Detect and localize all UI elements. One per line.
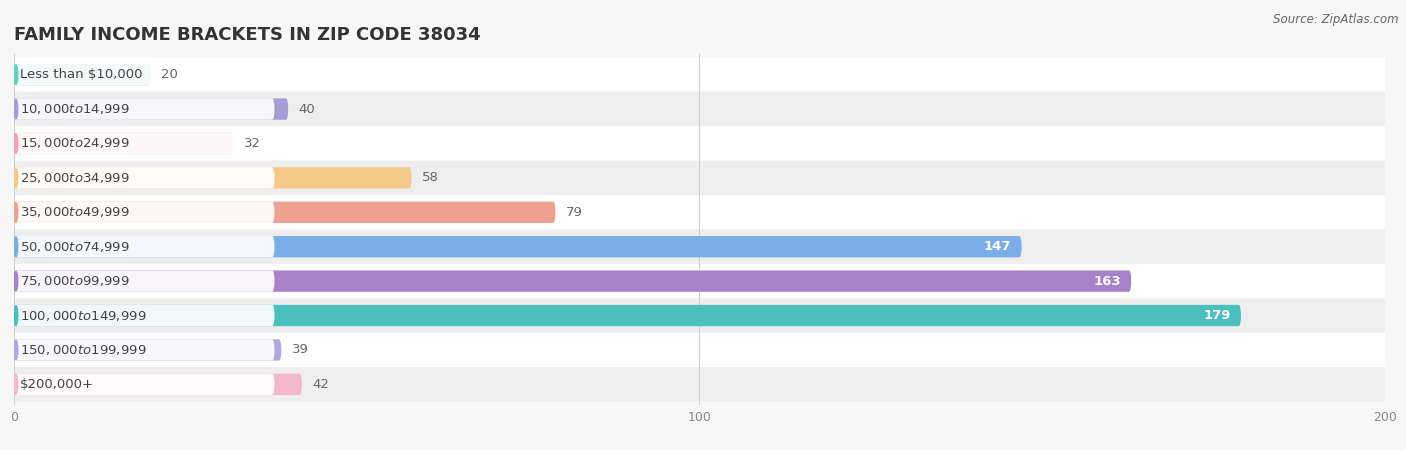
FancyBboxPatch shape (14, 305, 1241, 326)
Text: 147: 147 (984, 240, 1011, 253)
Text: $150,000 to $199,999: $150,000 to $199,999 (20, 343, 146, 357)
FancyBboxPatch shape (14, 64, 152, 86)
FancyBboxPatch shape (14, 298, 1385, 333)
FancyBboxPatch shape (14, 99, 274, 120)
Text: 163: 163 (1094, 274, 1121, 288)
Text: Source: ZipAtlas.com: Source: ZipAtlas.com (1274, 14, 1399, 27)
Text: 42: 42 (312, 378, 329, 391)
FancyBboxPatch shape (14, 270, 274, 292)
Text: $75,000 to $99,999: $75,000 to $99,999 (20, 274, 129, 288)
Circle shape (14, 202, 18, 222)
FancyBboxPatch shape (14, 374, 302, 395)
FancyBboxPatch shape (14, 339, 281, 360)
Text: 39: 39 (291, 343, 308, 356)
FancyBboxPatch shape (14, 202, 555, 223)
FancyBboxPatch shape (14, 133, 274, 154)
Text: Less than $10,000: Less than $10,000 (20, 68, 142, 81)
FancyBboxPatch shape (14, 161, 1385, 195)
FancyBboxPatch shape (14, 367, 1385, 401)
FancyBboxPatch shape (14, 99, 288, 120)
Text: 179: 179 (1204, 309, 1230, 322)
FancyBboxPatch shape (14, 236, 274, 257)
Circle shape (14, 374, 18, 394)
Text: $25,000 to $34,999: $25,000 to $34,999 (20, 171, 129, 185)
FancyBboxPatch shape (14, 133, 233, 154)
Circle shape (14, 168, 18, 188)
Circle shape (14, 65, 18, 85)
FancyBboxPatch shape (14, 264, 1385, 298)
FancyBboxPatch shape (14, 236, 1022, 257)
FancyBboxPatch shape (14, 339, 274, 360)
Text: $35,000 to $49,999: $35,000 to $49,999 (20, 205, 129, 219)
Text: 58: 58 (422, 171, 439, 184)
FancyBboxPatch shape (14, 305, 274, 326)
FancyBboxPatch shape (14, 333, 1385, 367)
FancyBboxPatch shape (14, 230, 1385, 264)
Text: 79: 79 (565, 206, 582, 219)
Text: $10,000 to $14,999: $10,000 to $14,999 (20, 102, 129, 116)
FancyBboxPatch shape (14, 167, 274, 189)
Text: $50,000 to $74,999: $50,000 to $74,999 (20, 240, 129, 254)
FancyBboxPatch shape (14, 58, 1385, 92)
Circle shape (14, 271, 18, 291)
Text: $200,000+: $200,000+ (20, 378, 94, 391)
Circle shape (14, 340, 18, 360)
Text: 32: 32 (243, 137, 260, 150)
Circle shape (14, 237, 18, 256)
FancyBboxPatch shape (14, 195, 1385, 230)
FancyBboxPatch shape (14, 374, 274, 395)
FancyBboxPatch shape (14, 167, 412, 189)
Text: $15,000 to $24,999: $15,000 to $24,999 (20, 136, 129, 150)
Circle shape (14, 99, 18, 119)
Text: $100,000 to $149,999: $100,000 to $149,999 (20, 309, 146, 323)
FancyBboxPatch shape (14, 64, 274, 86)
Circle shape (14, 134, 18, 153)
Text: 20: 20 (162, 68, 179, 81)
Text: FAMILY INCOME BRACKETS IN ZIP CODE 38034: FAMILY INCOME BRACKETS IN ZIP CODE 38034 (14, 26, 481, 44)
FancyBboxPatch shape (14, 202, 274, 223)
FancyBboxPatch shape (14, 270, 1132, 292)
Text: 40: 40 (298, 103, 315, 116)
FancyBboxPatch shape (14, 92, 1385, 126)
FancyBboxPatch shape (14, 126, 1385, 161)
Circle shape (14, 306, 18, 325)
